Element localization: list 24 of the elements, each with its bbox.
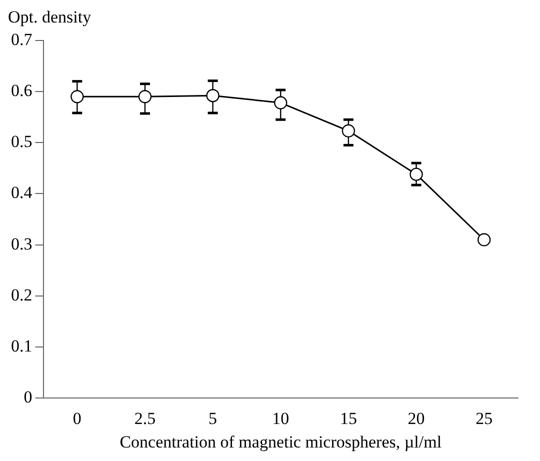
point	[138, 90, 152, 104]
x-tick-label: 2.5	[134, 408, 156, 428]
y-axis-title: Opt. density	[8, 8, 92, 27]
x-tick-label: 5	[208, 408, 218, 428]
y-tick-label: 0.3	[11, 234, 32, 254]
y-tick-label: 0.2	[11, 285, 32, 304]
x-tick-label: 25	[476, 408, 493, 428]
point	[206, 89, 220, 102]
x-tick-label: 15	[340, 408, 357, 428]
x-tick-label: 20	[408, 408, 425, 428]
x-tick-label: 0	[72, 408, 82, 428]
point	[477, 233, 491, 246]
y-tick-label: 0.5	[11, 132, 32, 152]
point	[342, 124, 356, 138]
y-tick-label: 0.7	[11, 30, 33, 49]
y-tick-label: 0.6	[11, 80, 32, 100]
y-tick-label: 0.4	[11, 183, 33, 202]
point	[410, 168, 423, 181]
x-axis-title: Concentration of magnetic microspheres, µl/ml	[120, 432, 442, 452]
x-tick-label: 10	[272, 408, 290, 428]
point	[70, 90, 84, 104]
y-tick-label: 0	[24, 388, 32, 407]
y-tick-label: 0.1	[11, 336, 32, 356]
point	[274, 96, 288, 110]
